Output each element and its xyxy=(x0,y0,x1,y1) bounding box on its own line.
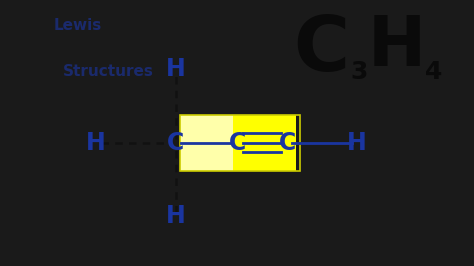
Text: Structures: Structures xyxy=(63,64,154,80)
Text: C: C xyxy=(279,131,296,155)
Bar xyxy=(180,115,300,171)
Text: 4: 4 xyxy=(425,60,442,84)
Text: 3: 3 xyxy=(350,60,368,84)
Text: H: H xyxy=(85,131,105,155)
Text: C: C xyxy=(228,131,246,155)
Text: H: H xyxy=(166,204,186,228)
Text: Lewis: Lewis xyxy=(54,18,102,33)
Text: C: C xyxy=(167,131,184,155)
Text: H: H xyxy=(347,131,367,155)
Text: H: H xyxy=(166,57,186,81)
Bar xyxy=(180,115,239,171)
Bar xyxy=(233,115,296,171)
Text: C: C xyxy=(294,13,350,87)
Text: H: H xyxy=(368,13,426,80)
